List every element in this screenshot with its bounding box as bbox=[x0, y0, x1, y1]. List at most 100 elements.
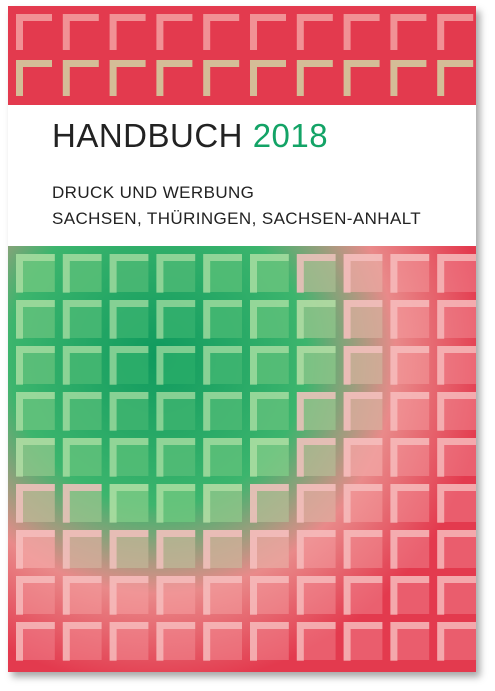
pattern-bracket bbox=[296, 438, 336, 477]
pattern-bracket bbox=[109, 576, 149, 615]
pattern-bracket bbox=[250, 14, 286, 50]
pattern-bracket bbox=[250, 530, 289, 569]
pattern-bracket bbox=[437, 530, 476, 569]
pattern-bracket bbox=[16, 622, 55, 661]
pattern-bracket bbox=[109, 438, 149, 477]
pattern-bracket bbox=[296, 300, 336, 339]
pattern-bracket bbox=[62, 60, 99, 96]
pattern-bracket bbox=[296, 60, 333, 96]
pattern-bracket bbox=[62, 530, 102, 569]
pattern-bracket bbox=[62, 438, 102, 477]
pattern-bracket bbox=[62, 300, 102, 339]
book-cover: HANDBUCH 2018 DRUCK UND WERBUNG SACHSEN,… bbox=[8, 6, 476, 672]
pattern-bracket bbox=[390, 60, 427, 96]
pattern-bracket bbox=[203, 60, 240, 96]
pattern-bracket bbox=[156, 60, 193, 96]
pattern-bracket bbox=[296, 484, 336, 523]
pattern-bracket bbox=[16, 576, 55, 615]
pattern-bracket bbox=[16, 530, 55, 569]
pattern-bracket bbox=[156, 484, 196, 523]
pattern-bracket bbox=[343, 530, 383, 569]
pattern-bracket bbox=[203, 392, 242, 431]
pattern-bracket bbox=[156, 622, 196, 661]
pattern-bracket bbox=[250, 254, 289, 293]
pattern-bracket bbox=[437, 392, 476, 431]
pattern-bracket bbox=[156, 300, 196, 339]
pattern-bracket bbox=[390, 300, 430, 339]
pattern-bracket bbox=[16, 254, 55, 293]
pattern-bracket bbox=[109, 622, 149, 661]
pattern-bracket bbox=[437, 60, 474, 96]
pattern-bracket bbox=[390, 484, 430, 523]
pattern-bracket bbox=[390, 254, 430, 293]
pattern-bracket bbox=[296, 254, 336, 293]
pattern-bracket bbox=[156, 438, 196, 477]
pattern-bracket bbox=[437, 622, 476, 661]
pattern-bracket bbox=[109, 530, 149, 569]
pattern-bracket bbox=[156, 14, 193, 50]
pattern-bracket bbox=[203, 346, 242, 385]
pattern-bracket bbox=[343, 60, 380, 96]
pattern-bracket bbox=[109, 14, 146, 50]
pattern-bracket bbox=[203, 300, 242, 339]
pattern-bracket bbox=[343, 484, 383, 523]
pattern-bracket bbox=[62, 576, 102, 615]
pattern-bracket bbox=[390, 530, 430, 569]
subtitle-line-2: SACHSEN, THÜRINGEN, SACHSEN-ANHALT bbox=[52, 209, 422, 228]
pattern-bracket bbox=[437, 300, 476, 339]
pattern-bracket bbox=[343, 392, 383, 431]
pattern-bracket bbox=[296, 392, 336, 431]
pattern-bracket bbox=[296, 576, 336, 615]
pattern-bracket bbox=[109, 300, 149, 339]
pattern-bracket bbox=[437, 576, 476, 615]
pattern-bracket bbox=[16, 438, 55, 477]
pattern-bracket bbox=[109, 60, 146, 96]
pattern-bracket bbox=[343, 622, 383, 661]
pattern-bracket bbox=[343, 300, 383, 339]
pattern-bracket bbox=[437, 346, 476, 385]
title-year: 2018 bbox=[252, 117, 329, 154]
pattern-bracket bbox=[390, 576, 430, 615]
title-word: HANDBUCH bbox=[52, 117, 244, 154]
pattern-bracket bbox=[250, 346, 289, 385]
pattern-bracket bbox=[16, 346, 55, 385]
pattern-bracket bbox=[16, 300, 55, 339]
pattern-bracket bbox=[296, 622, 336, 661]
pattern-bracket bbox=[16, 14, 52, 50]
pattern-bracket bbox=[203, 530, 242, 569]
pattern-bracket bbox=[203, 254, 242, 293]
pattern-bracket bbox=[109, 392, 149, 431]
pattern-bracket bbox=[62, 14, 99, 50]
pattern-bracket bbox=[156, 530, 196, 569]
pattern-bracket bbox=[390, 622, 430, 661]
pattern-tiles-main bbox=[16, 254, 476, 661]
pattern-bracket bbox=[343, 346, 383, 385]
pattern-bracket bbox=[437, 14, 474, 50]
pattern-bracket bbox=[343, 576, 383, 615]
pattern-bracket bbox=[203, 576, 242, 615]
pattern-bracket bbox=[343, 438, 383, 477]
pattern-bracket bbox=[390, 14, 427, 50]
pattern-bracket bbox=[437, 438, 476, 477]
pattern-bracket bbox=[203, 438, 242, 477]
pattern-bracket bbox=[62, 484, 102, 523]
pattern-bracket bbox=[203, 484, 242, 523]
pattern-bracket bbox=[62, 254, 102, 293]
pattern-bracket bbox=[109, 254, 149, 293]
pattern-bracket bbox=[109, 484, 149, 523]
pattern-bracket bbox=[437, 484, 476, 523]
pattern-bracket bbox=[250, 392, 289, 431]
pattern-bracket bbox=[296, 530, 336, 569]
pattern-bracket bbox=[250, 438, 289, 477]
pattern-bracket bbox=[62, 622, 102, 661]
pattern-bracket bbox=[156, 576, 196, 615]
pattern-bracket bbox=[156, 392, 196, 431]
pattern-bracket bbox=[16, 60, 52, 96]
pattern-bracket bbox=[343, 14, 380, 50]
book-title: HANDBUCH 2018 bbox=[52, 117, 328, 155]
pattern-bracket bbox=[62, 346, 102, 385]
pattern-bracket bbox=[390, 392, 430, 431]
pattern-bracket bbox=[250, 484, 289, 523]
subtitle-line-1: DRUCK UND WERBUNG bbox=[52, 183, 255, 202]
pattern-bracket bbox=[250, 622, 289, 661]
